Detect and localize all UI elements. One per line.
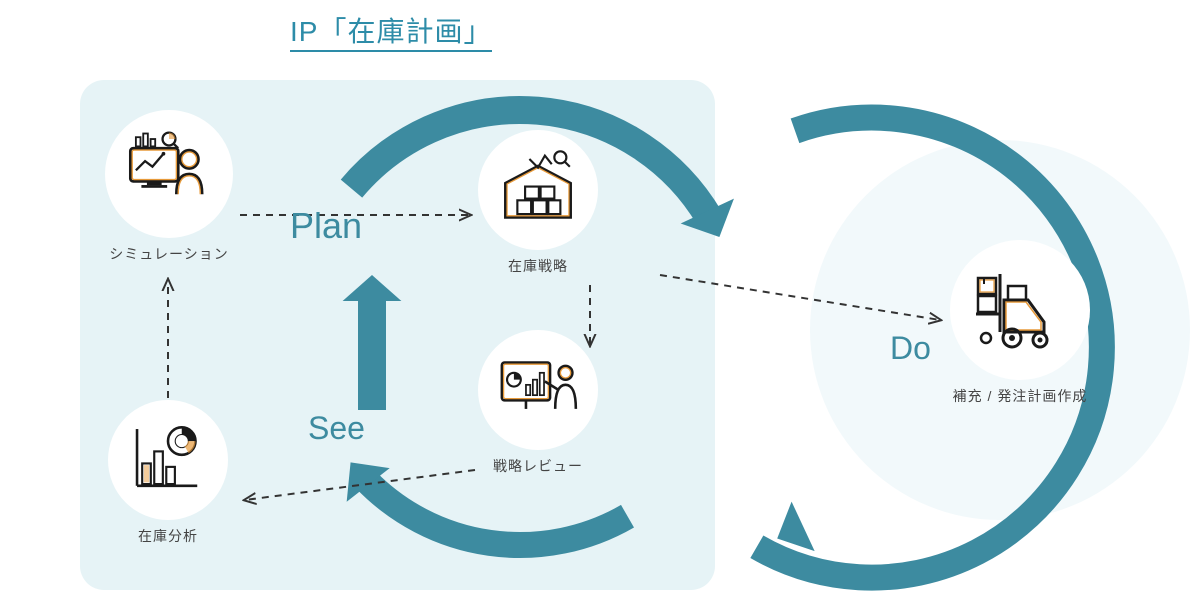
diagram-title: IP「在庫計画」 (290, 10, 492, 52)
forklift-icon (950, 240, 1090, 380)
node-label: 戦略レビュー (493, 456, 583, 476)
simulation-icon (105, 110, 233, 238)
analysis-chart-icon (108, 400, 228, 520)
cycle-label-do: Do (890, 330, 931, 367)
cycle-label-plan: Plan (290, 205, 362, 247)
node-label: 補充 / 発注計画作成 (953, 386, 1088, 406)
node-strategy: 在庫戦略 (478, 130, 598, 276)
node-label: 在庫分析 (138, 526, 198, 546)
cycle-label-see: See (308, 410, 365, 447)
warehouse-icon (478, 130, 598, 250)
node-label: シミュレーション (109, 244, 228, 264)
presentation-icon (478, 330, 598, 450)
node-simulation: シミュレーション (105, 110, 233, 264)
node-analysis: 在庫分析 (108, 400, 228, 546)
node-review: 戦略レビュー (478, 330, 598, 476)
node-label: 在庫戦略 (508, 256, 568, 276)
node-order: 補充 / 発注計画作成 (950, 240, 1090, 406)
